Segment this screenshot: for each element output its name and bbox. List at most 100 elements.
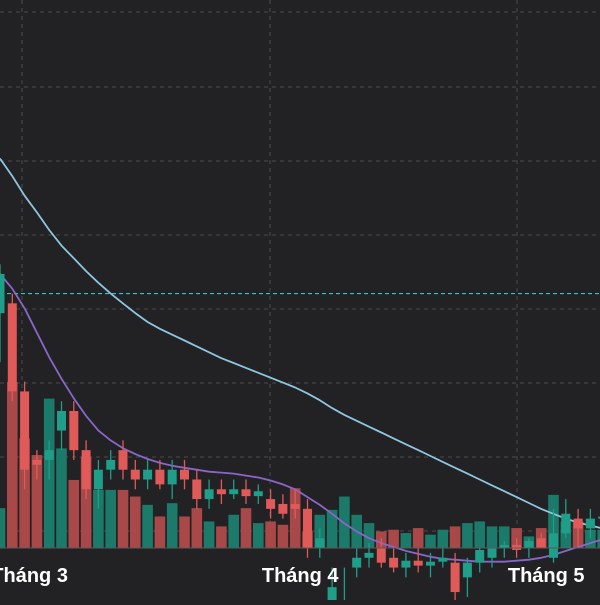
volume-bar (7, 382, 18, 548)
candle-body (487, 548, 497, 558)
candle-body (143, 469, 153, 480)
candle (167, 459, 177, 500)
candle (536, 533, 546, 548)
x-axis-tick-label: Tháng 5 (508, 565, 585, 587)
candle-body (7, 303, 17, 392)
candle-body (327, 587, 337, 605)
volume-bar (437, 529, 449, 548)
volume-bar (277, 524, 289, 548)
candle-body (426, 561, 435, 566)
candle-body (229, 489, 239, 495)
candle-body (352, 557, 362, 568)
candle (180, 459, 189, 490)
candle (155, 459, 165, 490)
candle (352, 548, 362, 578)
candle-body (69, 411, 79, 451)
candle (585, 508, 595, 539)
volume-bar (191, 508, 203, 548)
candle (7, 293, 17, 402)
candle-body (561, 513, 571, 534)
volume-bar (68, 479, 80, 548)
volume-bar (19, 438, 30, 548)
volume-bar (425, 534, 436, 548)
candle (57, 401, 66, 451)
volume-bar (228, 514, 239, 548)
candle (278, 494, 288, 519)
candle (413, 548, 423, 573)
candle (32, 450, 42, 480)
candle-body (315, 538, 325, 548)
candle-body (32, 459, 42, 465)
candle (253, 484, 263, 504)
candle-body (536, 538, 546, 548)
candle (118, 440, 128, 480)
candle-body (204, 489, 214, 500)
volume-bar (253, 523, 264, 548)
volume-bar (499, 526, 510, 548)
candle-body (216, 489, 226, 495)
candle (426, 552, 435, 578)
candle-body (303, 508, 312, 548)
candle-body (413, 560, 423, 566)
candle-body (573, 518, 583, 529)
volume-bar (449, 526, 461, 548)
volume-bar (474, 521, 485, 548)
candle-body (118, 450, 128, 470)
candle (81, 440, 91, 500)
candle (561, 499, 571, 539)
volume-bar (31, 455, 43, 548)
candle-body (364, 552, 374, 558)
candle (20, 381, 30, 490)
candle-body (253, 491, 263, 497)
volume-bar (203, 521, 215, 548)
candle (364, 543, 374, 568)
candle-body (475, 549, 485, 563)
volume-bar (326, 509, 338, 548)
candle (389, 548, 399, 573)
volume-bar (80, 456, 92, 548)
volume-bar (93, 489, 104, 548)
candle-body (499, 545, 509, 548)
candle-body (549, 533, 558, 558)
candle (315, 528, 325, 558)
volume-bar (117, 489, 129, 548)
candle (192, 469, 202, 509)
candle-body (93, 469, 103, 490)
candle (598, 516, 600, 519)
candle-body (192, 479, 202, 500)
candle (450, 552, 460, 605)
volume-bar (166, 503, 178, 548)
moving-average-fast-line (0, 273, 600, 563)
candle (204, 479, 214, 509)
volume-bar (142, 504, 153, 548)
candle (93, 459, 103, 509)
candle-body (81, 450, 91, 490)
volume-bar (388, 529, 399, 548)
volume-bar (412, 528, 424, 548)
candle-body (155, 469, 165, 485)
candle (290, 489, 300, 519)
candle (266, 489, 276, 519)
candle-body (266, 499, 276, 509)
candle-body (389, 557, 399, 568)
x-axis-tick-label: Tháng 3 (0, 565, 68, 587)
volume-bar (265, 521, 276, 548)
volume-bar (597, 529, 600, 548)
candle-body (401, 560, 411, 568)
candle (401, 552, 411, 578)
candle (130, 459, 140, 490)
candle-body (450, 562, 460, 593)
candles (0, 264, 600, 605)
candle (143, 459, 153, 490)
candle (106, 450, 116, 480)
volume-bar (154, 516, 166, 548)
x-axis-labels: Tháng 3 Tháng 4 Tháng 5 (0, 565, 585, 587)
candle-body (20, 391, 30, 470)
volume-bar (240, 508, 252, 548)
volume-bar (400, 533, 412, 548)
candle (0, 264, 5, 363)
candle (549, 508, 558, 563)
candle (327, 567, 337, 605)
